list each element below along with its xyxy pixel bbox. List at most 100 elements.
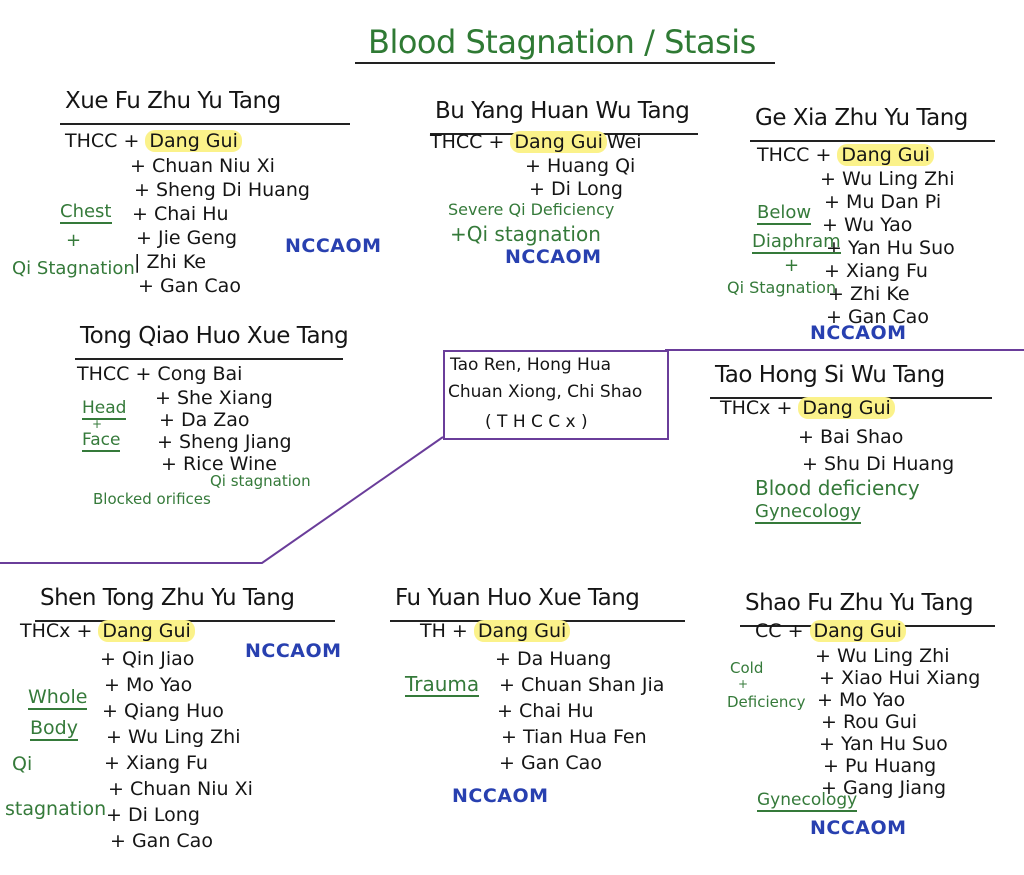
indication-note: Trauma [405,672,480,697]
herb-item: + Wu Yao [822,214,913,236]
herb-item: + Xiang Fu [104,752,208,774]
herb-item: + Da Zao [159,409,250,431]
herb-item: + Yan Hu Suo [819,733,948,755]
herb-item: + Mu Dan Pi [824,191,942,213]
nccaom-badge: NCCAOM [810,322,907,344]
herb-item: + Di Long [106,804,200,826]
box-line: Tao Ren, Hong Hua [450,355,612,375]
base-herbs: THCx + [720,397,793,419]
herb-item: + Xiang Fu [824,260,928,282]
highlighted-herb: Dang Gui [98,620,195,642]
herb-item: + Qin Jiao [100,648,195,670]
herb-item: + Wu Ling Zhi [820,168,955,190]
title-underline [355,62,775,64]
indication-note: Qi Stagnation [12,258,135,279]
base-formula: THCC + Dang Gui [65,130,242,152]
herb-item: | Zhi Ke [134,251,207,273]
formula-title: Bu Yang Huan Wu Tang [435,98,690,124]
herb-item: + Chuan Niu Xi [130,155,275,177]
herb-item: + Gan Cao [499,752,602,774]
herb-item: + Di Long [529,178,623,200]
indication-note: Deficiency [727,693,806,711]
herb-item: + Gan Cao [110,830,213,852]
herb-item: + Pu Huang [823,755,937,777]
nccaom-badge: NCCAOM [810,817,907,839]
herb-item: + Mo Yao [817,689,906,711]
base-formula: CC + Dang Gui [755,620,906,642]
herb-item: + Zhi Ke [828,283,910,305]
herb-item: + Chai Hu [497,700,594,722]
formula-title: Shao Fu Zhu Yu Tang [745,590,974,616]
highlighted-herb: Dang Gui [809,620,906,642]
herb-item: + Da Huang [495,648,612,670]
indication-note: Body [30,717,78,741]
shared-herbs-box: Tao Ren, Hong Hua Chuan Xiong, Chi Shao … [443,350,669,440]
herb-item: + Jie Geng [136,227,238,249]
nccaom-badge: NCCAOM [245,640,342,662]
highlighted-herb: Dang Gui [145,130,242,152]
herb-item: + Chai Hu [132,203,229,225]
indication-note: + [66,230,82,251]
nccaom-badge: NCCAOM [285,235,382,257]
nccaom-badge: NCCAOM [505,246,602,268]
base-herbs: THCC + [430,131,505,153]
highlighted-herb: Dang Gui [510,131,607,153]
indication-note: +Qi stagnation [450,222,601,246]
herb-item: + Yan Hu Suo [826,237,955,259]
herb-item: + Chuan Shan Jia [499,674,665,696]
base-herbs: THCC + Cong Bai [77,363,243,385]
indication-note: Severe Qi Deficiency [448,200,615,219]
indication-note: Gynecology [755,501,862,524]
base-formula: THCC + Dang Gui [757,144,934,166]
formula-title-underline [750,140,995,142]
base-formula: TH + Dang Gui [420,620,571,642]
indication-note: Whole [28,686,88,710]
indication-note: + [784,255,800,276]
herb-item: + Huang Qi [525,155,636,177]
indication-note: Gynecology [757,790,858,812]
herb-item: + Shu Di Huang [802,453,955,475]
indication-note: Qi stagnation [210,472,311,490]
herb-item: + Mo Yao [104,674,193,696]
herb-item: + Gang Jiang [821,777,947,799]
base-formula: THCC + Cong Bai [77,365,242,384]
formula-title-underline [60,123,350,125]
indication-note: stagnation [5,798,107,820]
base-herbs: THCx + [20,620,93,642]
indication-note: Below [757,202,812,225]
herb-item: + Wu Ling Zhi [815,645,950,667]
indication-note: Qi Stagnation [727,278,837,297]
indication-note: Diaphram [752,231,841,254]
herb-item: + Rou Gui [821,711,918,733]
indication-note: Chest [60,201,112,224]
highlighted-herb: Dang Gui [473,620,571,642]
herb-item: + Chuan Niu Xi [108,778,253,800]
formula-title: Shen Tong Zhu Yu Tang [40,585,295,611]
herb-item: + Sheng Di Huang [134,179,310,201]
page-title: Blood Stagnation / Stasis [368,23,756,61]
formula-title: Fu Yuan Huo Xue Tang [395,585,640,611]
highlighted-herb: Dang Gui [837,144,934,166]
formula-title: Tong Qiao Huo Xue Tang [80,323,349,349]
herb-item: + Tian Hua Fen [501,726,647,748]
indication-note: Qi [12,753,33,775]
indication-note: Head [82,398,127,420]
base-formula: THCC + Dang Gui Wei [430,131,642,153]
herb-item: + Bai Shao [798,426,904,448]
box-line: ( T H C C x ) [485,412,588,432]
herb-item: + Rice Wine [161,453,277,475]
indication-note: Face [82,430,121,452]
box-line: Chuan Xiong, Chi Shao [448,382,643,402]
herb-item: + Wu Ling Zhi [106,726,241,748]
divider-left [0,436,444,564]
herb-item: + Xiao Hui Xiang [819,667,981,689]
indication-note: Blood deficiency [755,476,920,500]
formula-title: Tao Hong Si Wu Tang [715,362,945,388]
herb-item: + She Xiang [155,387,273,409]
indication-note: + [92,417,103,431]
nccaom-badge: NCCAOM [452,785,549,807]
formula-title: Xue Fu Zhu Yu Tang [65,88,281,114]
base-herbs: THCC + [757,144,832,166]
